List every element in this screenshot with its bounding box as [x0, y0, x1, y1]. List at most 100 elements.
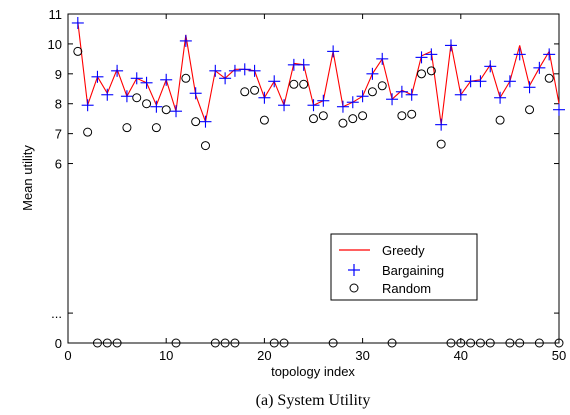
random-point — [161, 105, 171, 115]
bargaining-point — [386, 93, 399, 106]
legend-random-marker — [349, 283, 359, 293]
bargaining-point — [454, 88, 467, 101]
x-axis-label: topology index — [271, 364, 355, 379]
random-point — [112, 338, 122, 348]
random-point — [466, 338, 476, 348]
random-point — [200, 141, 210, 151]
random-series — [73, 46, 564, 348]
axis-ticks: 0 10 20 30 40 50 0... 6 7 8 9 10 11 — [48, 7, 567, 363]
random-point — [485, 338, 495, 348]
y-tick-label: 10 — [48, 37, 62, 52]
x-tick-label: 30 — [355, 348, 369, 363]
greedy-line — [77, 21, 560, 125]
random-point — [534, 338, 544, 348]
bargaining-point — [170, 105, 183, 118]
bargaining-point — [278, 99, 291, 112]
random-point — [250, 85, 260, 95]
bargaining-point — [268, 75, 281, 88]
random-point — [220, 338, 230, 348]
random-point — [367, 87, 377, 97]
random-point — [446, 338, 456, 348]
random-point — [92, 338, 102, 348]
random-point — [279, 338, 289, 348]
y-tick-label: 7 — [55, 127, 62, 142]
random-point — [171, 338, 181, 348]
random-point — [191, 117, 201, 127]
bargaining-point — [199, 115, 212, 128]
legend-random-label: Random — [382, 281, 431, 296]
bargaining-point — [484, 60, 497, 73]
random-point — [456, 338, 466, 348]
bargaining-series — [71, 16, 565, 131]
bargaining-point — [543, 48, 556, 61]
x-tick-label: 50 — [552, 348, 566, 363]
random-point — [407, 109, 417, 119]
bargaining-point — [228, 64, 241, 77]
random-point — [397, 111, 407, 121]
greedy-series — [77, 21, 560, 125]
bargaining-point — [336, 100, 349, 113]
bargaining-point — [435, 118, 448, 131]
random-point — [122, 123, 132, 133]
bargaining-point — [425, 48, 438, 61]
legend-bargaining-label: Bargaining — [382, 263, 444, 278]
legend: Greedy Bargaining Random — [330, 233, 478, 301]
random-point — [348, 114, 358, 124]
x-tick-label: 20 — [257, 348, 271, 363]
random-point — [210, 338, 220, 348]
bargaining-point — [503, 75, 516, 88]
random-point — [142, 99, 152, 109]
y-tick-label: 8 — [55, 97, 62, 112]
random-point — [515, 338, 525, 348]
random-point — [73, 46, 83, 56]
bargaining-point — [553, 103, 565, 116]
bargaining-point — [219, 72, 232, 85]
random-point — [377, 81, 387, 91]
random-point — [269, 338, 279, 348]
y-tick-label: 0 — [55, 336, 62, 351]
y-tick-label: ... — [51, 306, 62, 321]
bargaining-point — [150, 100, 163, 113]
bargaining-point — [140, 76, 153, 89]
bargaining-point — [120, 90, 133, 103]
random-point — [338, 118, 348, 128]
bargaining-point — [81, 99, 94, 112]
figure-caption: (a) System Utility — [256, 392, 371, 409]
bargaining-point — [71, 16, 84, 29]
legend-greedy-label: Greedy — [382, 243, 425, 258]
bargaining-point — [209, 64, 222, 77]
random-point — [83, 127, 93, 137]
random-point — [426, 66, 436, 76]
random-point — [436, 139, 446, 149]
bargaining-point — [238, 63, 251, 76]
y-tick-label: 6 — [55, 157, 62, 172]
random-point — [318, 111, 328, 121]
random-point — [230, 338, 240, 348]
random-point — [328, 338, 338, 348]
bargaining-point — [474, 75, 487, 88]
bargaining-point — [179, 34, 192, 47]
y-tick-label: 11 — [49, 7, 63, 22]
bargaining-point — [189, 87, 202, 100]
random-point — [495, 115, 505, 125]
bargaining-point — [91, 70, 104, 83]
random-point — [544, 73, 554, 83]
y-tick-label: 9 — [55, 67, 62, 82]
bargaining-point — [513, 48, 526, 61]
random-point — [387, 338, 397, 348]
bargaining-point — [533, 61, 546, 74]
bargaining-point — [444, 39, 457, 52]
bargaining-point — [130, 72, 143, 85]
random-point — [151, 123, 161, 133]
bargaining-point — [258, 91, 271, 104]
plot-frame — [67, 13, 560, 344]
random-point — [554, 338, 564, 348]
bargaining-point — [395, 85, 408, 98]
random-point — [417, 69, 427, 79]
random-point — [132, 93, 142, 103]
random-point — [505, 338, 515, 348]
random-point — [299, 79, 309, 89]
x-tick-label: 10 — [159, 348, 173, 363]
bargaining-point — [376, 52, 389, 65]
